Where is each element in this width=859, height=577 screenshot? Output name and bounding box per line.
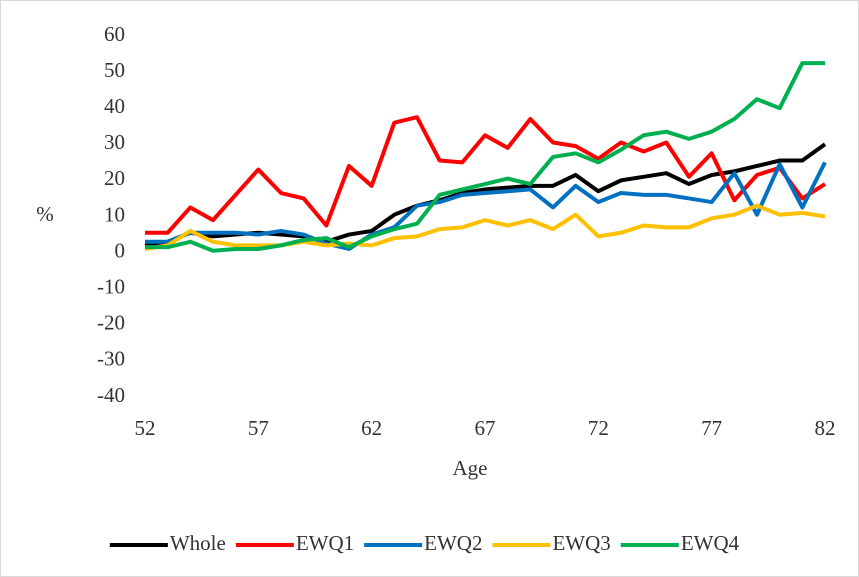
series-line xyxy=(145,161,827,251)
legend-label: EWQ3 xyxy=(552,531,610,555)
y-tick-label: -20 xyxy=(97,311,125,335)
legend-label: EWQ1 xyxy=(296,531,354,555)
x-tick-label: 67 xyxy=(475,416,496,440)
y-tick-label: -30 xyxy=(97,347,125,371)
y-tick-label: 30 xyxy=(104,130,125,154)
x-axis-label: Age xyxy=(453,456,488,480)
y-tick-label: 60 xyxy=(104,22,125,46)
y-tick-label: -10 xyxy=(97,275,125,299)
y-tick-label: 20 xyxy=(104,166,125,190)
y-axis-label: % xyxy=(36,202,54,226)
series-line xyxy=(144,203,826,251)
y-tick-label: 0 xyxy=(115,238,126,262)
series-line xyxy=(145,115,827,235)
y-tick-label: 10 xyxy=(104,202,125,226)
series-line xyxy=(145,61,825,253)
x-tick-label: 52 xyxy=(135,416,156,440)
x-tick-label: 57 xyxy=(248,416,269,440)
y-tick-label: 50 xyxy=(104,58,125,82)
legend-label: EWQ4 xyxy=(681,531,740,555)
x-tick-label: 77 xyxy=(701,416,722,440)
legend-label: EWQ2 xyxy=(424,531,482,555)
y-tick-label: 40 xyxy=(104,94,125,118)
y-tick-label: -40 xyxy=(97,383,125,407)
x-tick-label: 62 xyxy=(361,416,382,440)
x-tick-label: 82 xyxy=(815,416,836,440)
legend-label: Whole xyxy=(170,531,226,555)
x-tick-label: 72 xyxy=(588,416,609,440)
